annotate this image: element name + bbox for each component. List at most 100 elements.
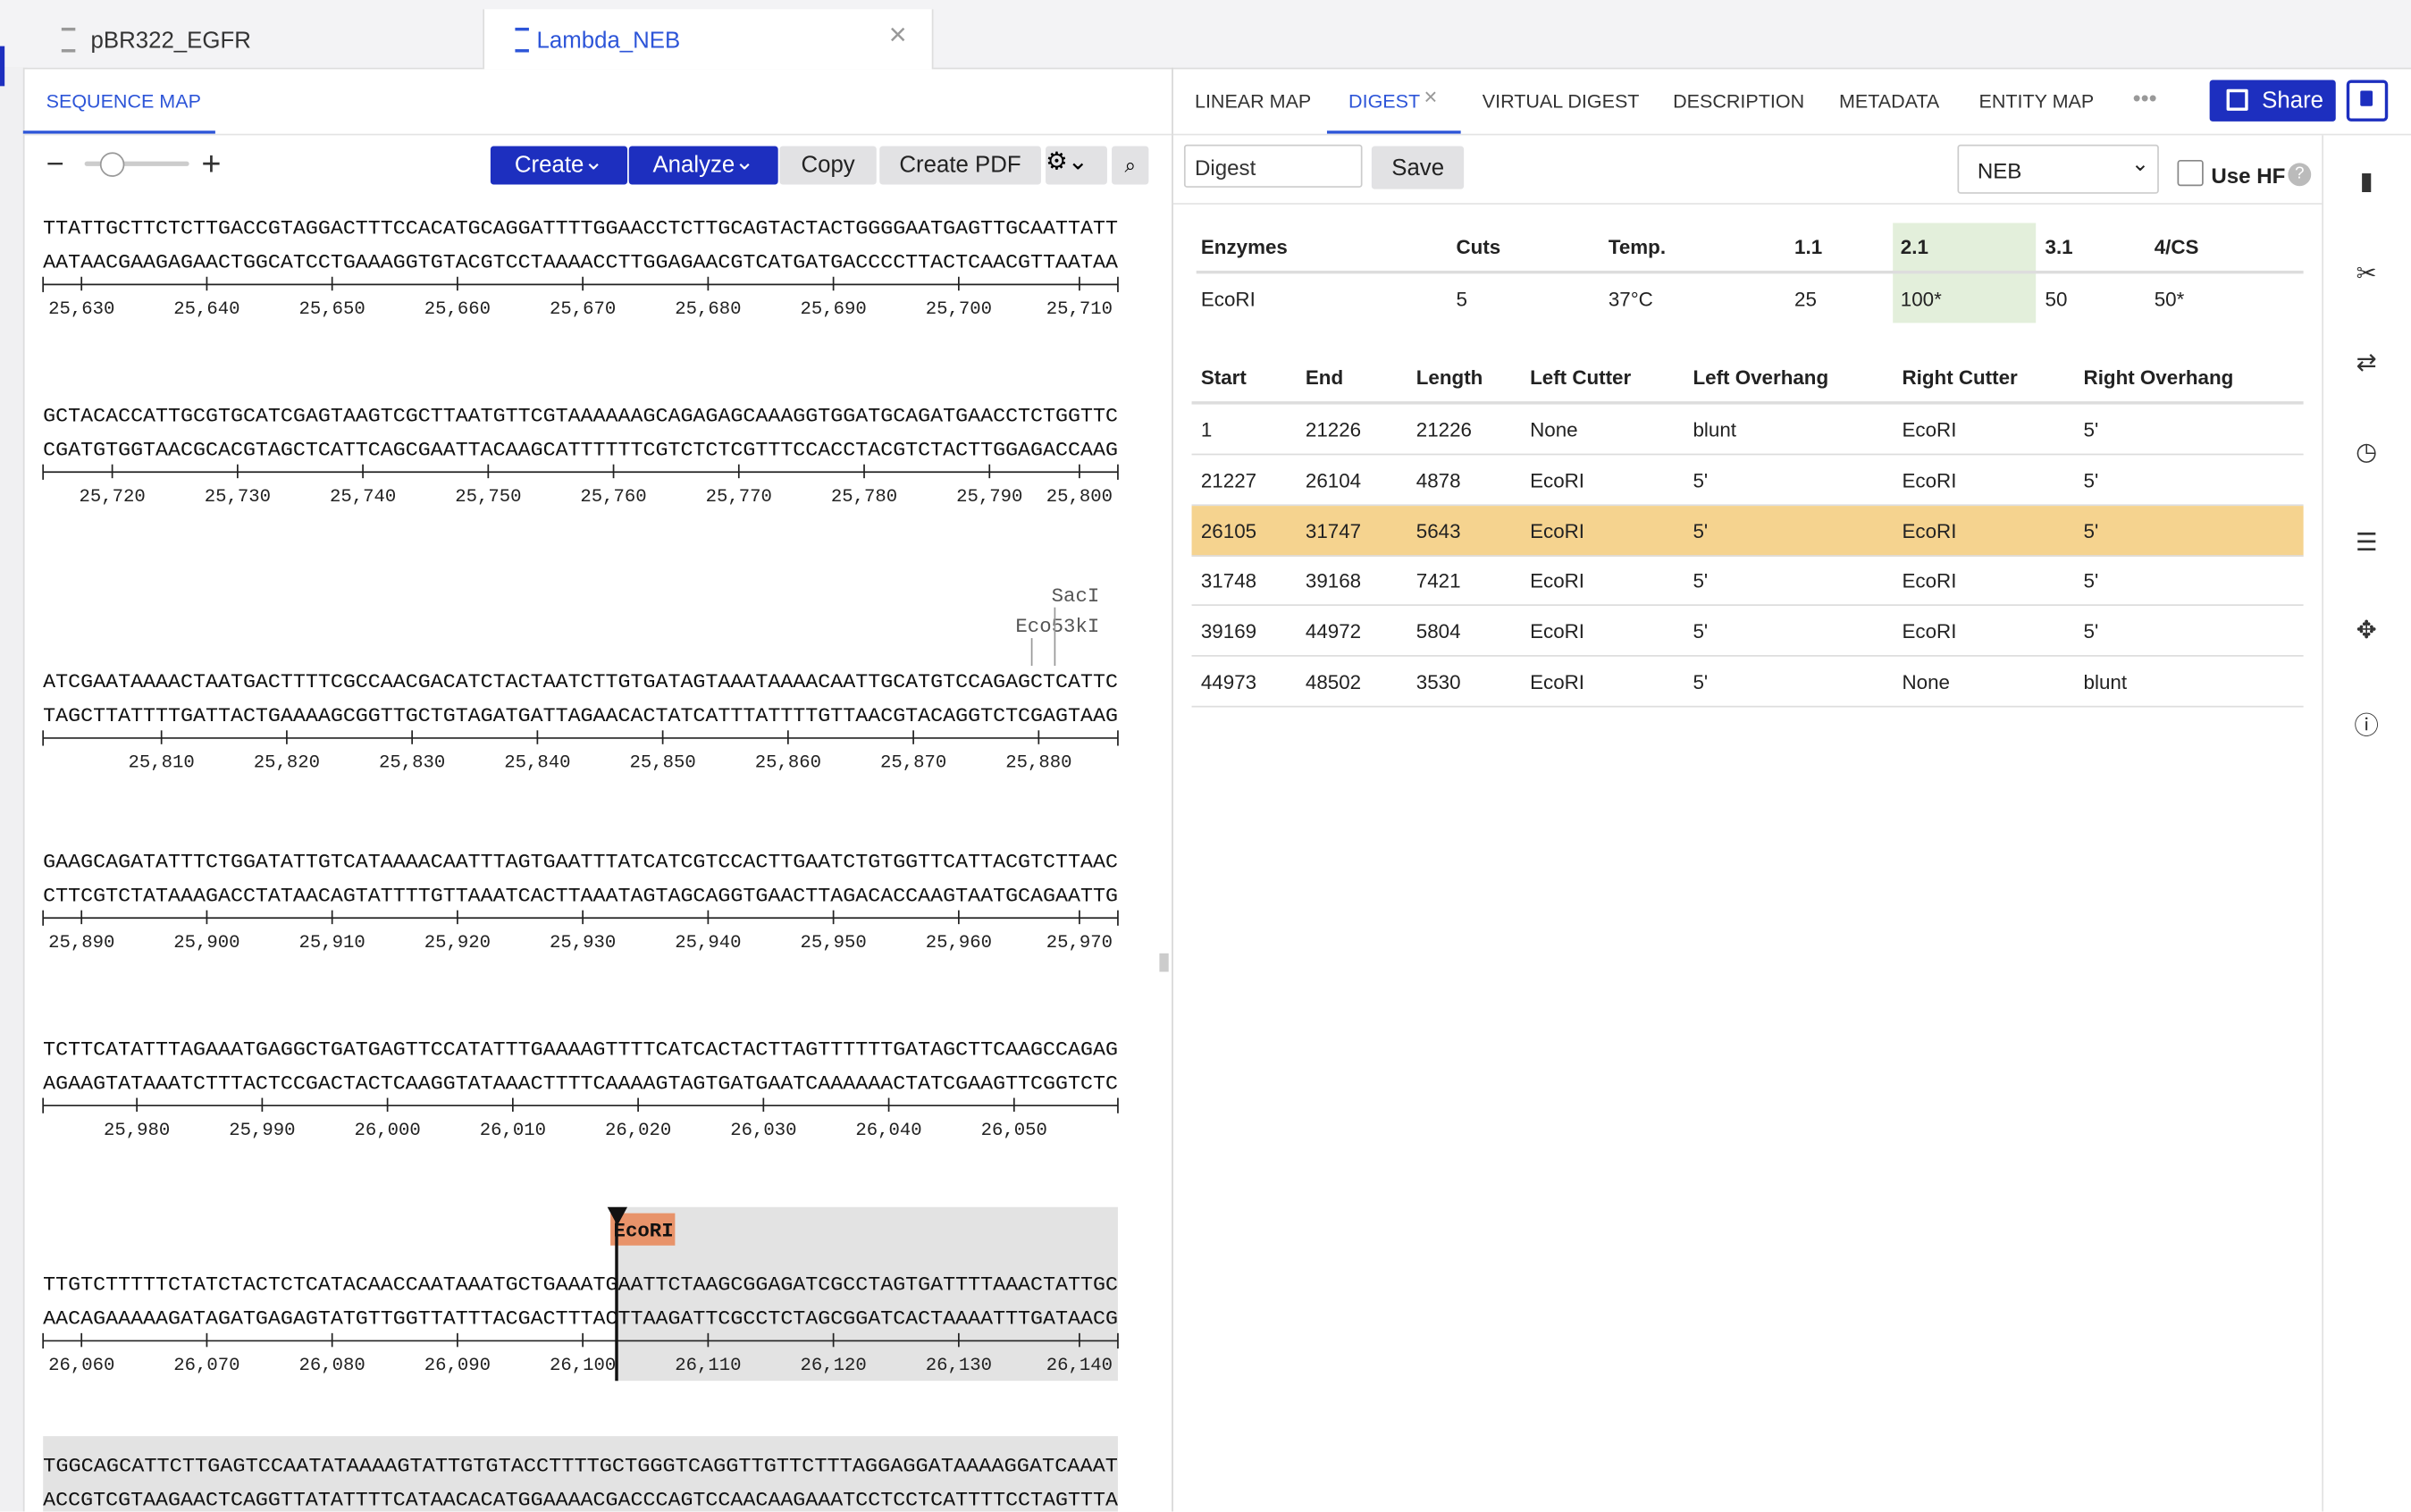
table-cell[interactable]: 5804 bbox=[1416, 619, 1461, 643]
panel-tab[interactable]: DESCRIPTION bbox=[1673, 90, 1805, 113]
select-caret[interactable]: ⌄ bbox=[2130, 150, 2150, 176]
table-cell[interactable]: 21227 bbox=[1200, 468, 1257, 492]
tab-close[interactable]: × bbox=[1424, 84, 1438, 111]
caret[interactable]: ⌄ bbox=[735, 148, 754, 175]
table-cell[interactable]: EcoRI bbox=[1530, 619, 1585, 643]
table-cell[interactable]: blunt bbox=[2083, 670, 2128, 694]
digest-name-input[interactable]: Digest bbox=[1183, 144, 1363, 188]
share-icon[interactable] bbox=[2226, 88, 2248, 111]
button-label[interactable]: Copy bbox=[801, 152, 855, 179]
table-cell[interactable]: 3530 bbox=[1416, 670, 1461, 694]
scissors-icon[interactable]: ✂ bbox=[2356, 261, 2377, 288]
zoom-out[interactable]: − bbox=[46, 147, 64, 182]
table-cell[interactable]: 5' bbox=[1693, 619, 1709, 643]
toolbar-button[interactable]: Copy bbox=[779, 146, 877, 185]
table-cell[interactable]: 26105 bbox=[1200, 518, 1257, 542]
table-cell[interactable]: 5' bbox=[2083, 468, 2099, 492]
table-cell[interactable]: EcoRI bbox=[1902, 468, 1957, 492]
table-cell[interactable]: EcoRI bbox=[1530, 670, 1585, 694]
panel-tab[interactable]: ENTITY MAP bbox=[1978, 90, 2095, 113]
table-cell[interactable]: 5' bbox=[1693, 569, 1709, 593]
table-cell[interactable]: 4878 bbox=[1416, 468, 1461, 492]
bookmark-icon[interactable]: ▮ bbox=[2359, 169, 2373, 196]
file-tab[interactable] bbox=[27, 9, 483, 68]
help-icon[interactable]: ? bbox=[2288, 163, 2312, 187]
zoom-handle[interactable] bbox=[99, 152, 125, 177]
use-hf-label[interactable]: Use HF bbox=[2211, 163, 2286, 188]
crosshair-icon[interactable]: ✥ bbox=[2356, 617, 2377, 644]
share-button[interactable]: Share bbox=[2209, 80, 2336, 122]
toolbar-button[interactable]: Create ⌄ bbox=[490, 146, 628, 185]
close-tab[interactable]: × bbox=[888, 18, 907, 53]
info-icon[interactable]: ⓘ bbox=[2354, 713, 2379, 740]
fragment-row[interactable] bbox=[1191, 556, 2304, 607]
table-cell[interactable]: 5' bbox=[2083, 619, 2099, 643]
zoom-in[interactable]: + bbox=[201, 144, 222, 183]
settings-button[interactable]: ⚙⌄ bbox=[1046, 146, 1107, 185]
table-cell[interactable]: 1 bbox=[1200, 418, 1213, 441]
table-cell[interactable]: 31747 bbox=[1305, 518, 1362, 542]
zoom-slider[interactable] bbox=[84, 161, 189, 166]
table-cell[interactable]: 21226 bbox=[1305, 418, 1362, 441]
table-cell[interactable]: EcoRI bbox=[1530, 518, 1585, 542]
sequence-map-tab[interactable]: SEQUENCE MAP bbox=[46, 90, 201, 113]
align-icon[interactable]: ☰ bbox=[2355, 530, 2378, 557]
button-label[interactable]: Create bbox=[514, 152, 584, 179]
table-cell[interactable]: 5' bbox=[1693, 468, 1709, 492]
panel-tab[interactable]: LINEAR MAP bbox=[1194, 90, 1312, 113]
caret[interactable]: ⌄ bbox=[584, 148, 604, 175]
file-tab-label[interactable]: pBR322_EGFR bbox=[90, 27, 251, 55]
swap-icon[interactable]: ⇄ bbox=[2356, 350, 2377, 377]
table-cell[interactable]: 5' bbox=[1693, 518, 1709, 542]
use-hf-checkbox[interactable] bbox=[2177, 159, 2204, 187]
table-cell[interactable]: EcoRI bbox=[1530, 468, 1585, 492]
buffer-select[interactable]: NEB ⌄ bbox=[1957, 144, 2159, 194]
search-button[interactable]: ⌕ bbox=[1112, 146, 1149, 185]
fragment-row[interactable] bbox=[1191, 455, 2304, 506]
table-cell[interactable]: EcoRI bbox=[1530, 569, 1585, 593]
fragment-row[interactable] bbox=[1191, 657, 2304, 708]
table-cell[interactable]: 5643 bbox=[1416, 518, 1461, 542]
panel-tab[interactable]: DIGEST bbox=[1348, 90, 1421, 113]
share-label[interactable]: Share bbox=[2262, 88, 2324, 114]
button-label[interactable]: Create PDF bbox=[899, 152, 1021, 179]
panel-tab[interactable]: METADATA bbox=[1838, 90, 1940, 113]
input-text[interactable]: Digest bbox=[1194, 155, 1256, 181]
table-cell[interactable]: 5' bbox=[2083, 418, 2099, 441]
table-cell[interactable]: 39169 bbox=[1200, 619, 1257, 643]
table-cell[interactable]: blunt bbox=[1693, 418, 1737, 441]
table-cell[interactable]: 44972 bbox=[1305, 619, 1362, 643]
file-tab-label[interactable]: Lambda_NEB bbox=[536, 27, 681, 55]
select-value[interactable]: NEB bbox=[1977, 158, 2022, 183]
table-cell[interactable]: 5' bbox=[2083, 518, 2099, 542]
table-cell[interactable]: 31748 bbox=[1200, 569, 1257, 593]
table-cell[interactable]: None bbox=[1902, 670, 1950, 694]
table-cell[interactable]: EcoRI bbox=[1902, 569, 1957, 593]
table-cell[interactable]: 21226 bbox=[1416, 418, 1472, 441]
panel-tab[interactable]: VIRTUAL DIGEST bbox=[1482, 90, 1640, 113]
table-cell[interactable]: 48502 bbox=[1305, 670, 1362, 694]
table-cell[interactable]: 26104 bbox=[1305, 468, 1362, 492]
table-cell[interactable]: 7421 bbox=[1416, 569, 1461, 593]
copy-link-button[interactable] bbox=[2346, 80, 2389, 122]
toolbar-button[interactable]: Create PDF bbox=[879, 146, 1041, 185]
position-label: 25,710 bbox=[1046, 299, 1113, 320]
history-icon[interactable]: ◷ bbox=[2356, 440, 2378, 466]
more-tabs[interactable]: ••• bbox=[2132, 86, 2157, 113]
fragment-row[interactable] bbox=[1191, 405, 2304, 456]
save-label[interactable]: Save bbox=[1391, 155, 1445, 182]
table-cell[interactable]: EcoRI bbox=[1902, 619, 1957, 643]
fragment-row[interactable] bbox=[1191, 505, 2304, 557]
table-cell[interactable]: EcoRI bbox=[1902, 518, 1957, 542]
table-cell[interactable]: 5' bbox=[1693, 670, 1709, 694]
table-cell[interactable]: 39168 bbox=[1305, 569, 1362, 593]
button-label[interactable]: Analyze bbox=[652, 152, 735, 179]
table-cell[interactable]: None bbox=[1530, 418, 1578, 441]
table-cell[interactable]: EcoRI bbox=[1902, 418, 1957, 441]
table-cell[interactable]: 44973 bbox=[1200, 670, 1257, 694]
table-cell[interactable]: 5' bbox=[2083, 569, 2099, 593]
save-button[interactable]: Save bbox=[1371, 146, 1465, 189]
file-tab-active[interactable] bbox=[483, 9, 934, 70]
fragment-row[interactable] bbox=[1191, 606, 2304, 658]
toolbar-button[interactable]: Analyze ⌄ bbox=[628, 146, 778, 185]
